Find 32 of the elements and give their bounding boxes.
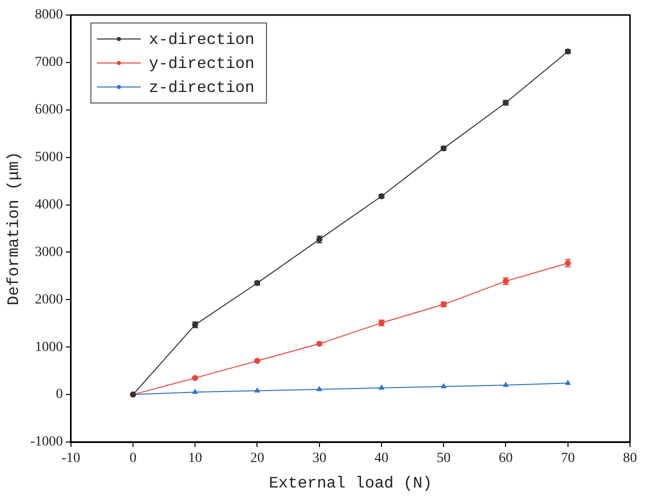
y-tick-label: 0 [56, 387, 63, 402]
y-tick-label: 6000 [34, 102, 63, 118]
x-tick-label: 70 [560, 451, 575, 466]
y-axis-title: Deformation (μm) [4, 152, 23, 306]
point [503, 382, 508, 387]
point [316, 386, 322, 392]
x-tick-label: 0 [129, 451, 136, 466]
point [378, 384, 384, 390]
y-tick-label: 2000 [34, 292, 63, 308]
y-tick-label: -1000 [30, 434, 63, 450]
x-tick-label: 50 [436, 451, 451, 466]
x-tick-label: 30 [312, 451, 326, 466]
point [565, 380, 571, 385]
x-tick-label: 40 [374, 451, 388, 466]
point [440, 383, 446, 388]
y-tick-label: 4000 [34, 197, 63, 212]
x-tick-label: 20 [250, 451, 264, 466]
x-axis-title: External load (N) [268, 474, 432, 493]
legend-label: z-direction [148, 79, 254, 98]
point [192, 389, 198, 394]
y-tick-label: 3000 [34, 244, 63, 260]
x-tick-label: 10 [188, 451, 202, 466]
y-tick-label: 5000 [34, 150, 63, 166]
legend-label: y-direction [148, 55, 254, 74]
x-tick-label: 80 [623, 451, 637, 466]
y-tick-label: 7000 [34, 55, 63, 70]
y-tick-label: 1000 [34, 340, 63, 355]
x-tick-label: 60 [498, 451, 513, 466]
point [254, 388, 260, 393]
legend-label: x-direction [148, 31, 254, 50]
y-tick-label: 8000 [34, 8, 63, 23]
x-tick-label: -10 [62, 451, 80, 466]
